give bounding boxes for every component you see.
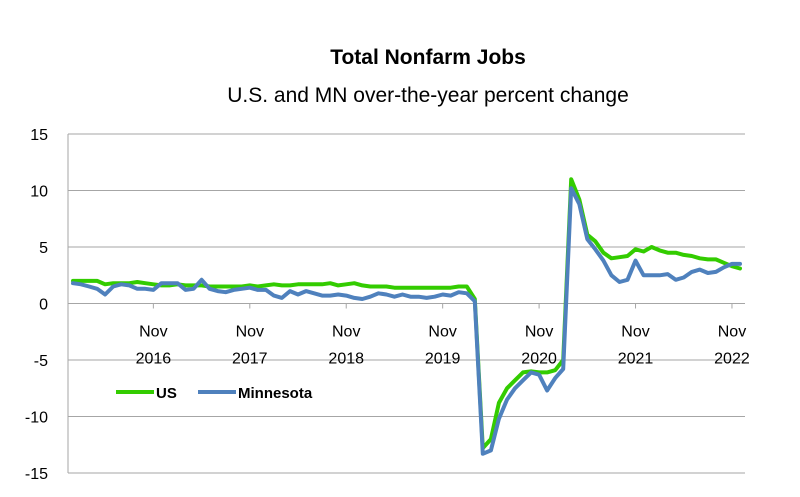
- x-tick-label-month: Nov: [236, 324, 264, 341]
- x-tick-label-year: 2022: [714, 351, 750, 368]
- series-line-us: [71, 177, 742, 451]
- y-tick-label: 15: [30, 127, 48, 144]
- legend: US Minnesota: [116, 385, 313, 402]
- series-lines: [71, 177, 742, 456]
- x-tick-label-month: Nov: [621, 324, 649, 341]
- y-tick-label: -5: [34, 353, 48, 370]
- x-tick-label-year: 2018: [328, 351, 364, 368]
- x-tick-label-month: Nov: [428, 324, 456, 341]
- gridlines: [67, 133, 745, 474]
- legend-label-minnesota: Minnesota: [238, 385, 313, 402]
- x-tick-label-month: Nov: [139, 324, 167, 341]
- x-tick-label-month: Nov: [525, 324, 553, 341]
- x-tick-label-month: Nov: [718, 324, 746, 341]
- y-tick-label: 5: [39, 240, 48, 257]
- y-tick-label: 10: [30, 184, 48, 201]
- x-tick-label-year: 2020: [521, 351, 557, 368]
- y-tick-label: -10: [25, 410, 48, 427]
- legend-label-us: US: [156, 385, 177, 402]
- x-tick-label-month: Nov: [332, 324, 360, 341]
- x-tick-label-year: 2016: [136, 351, 172, 368]
- y-tick-label: -15: [25, 466, 48, 483]
- x-tick-label-year: 2019: [425, 351, 461, 368]
- chart-title: Total Nonfarm Jobs: [330, 46, 526, 69]
- y-axis-ticks: 15 10 5 0 -5 -10 -15: [25, 127, 48, 483]
- x-tick-label-year: 2021: [618, 351, 654, 368]
- series-line-minnesota: [71, 186, 742, 456]
- y-tick-label: 0: [39, 297, 48, 314]
- chart-subtitle: U.S. and MN over-the-year percent change: [227, 84, 629, 107]
- x-tick-label-year: 2017: [232, 351, 268, 368]
- x-axis-ticks: Nov 2016 Nov 2017 Nov 2018 Nov 2019 Nov 2020 Nov 20…: [136, 303, 750, 368]
